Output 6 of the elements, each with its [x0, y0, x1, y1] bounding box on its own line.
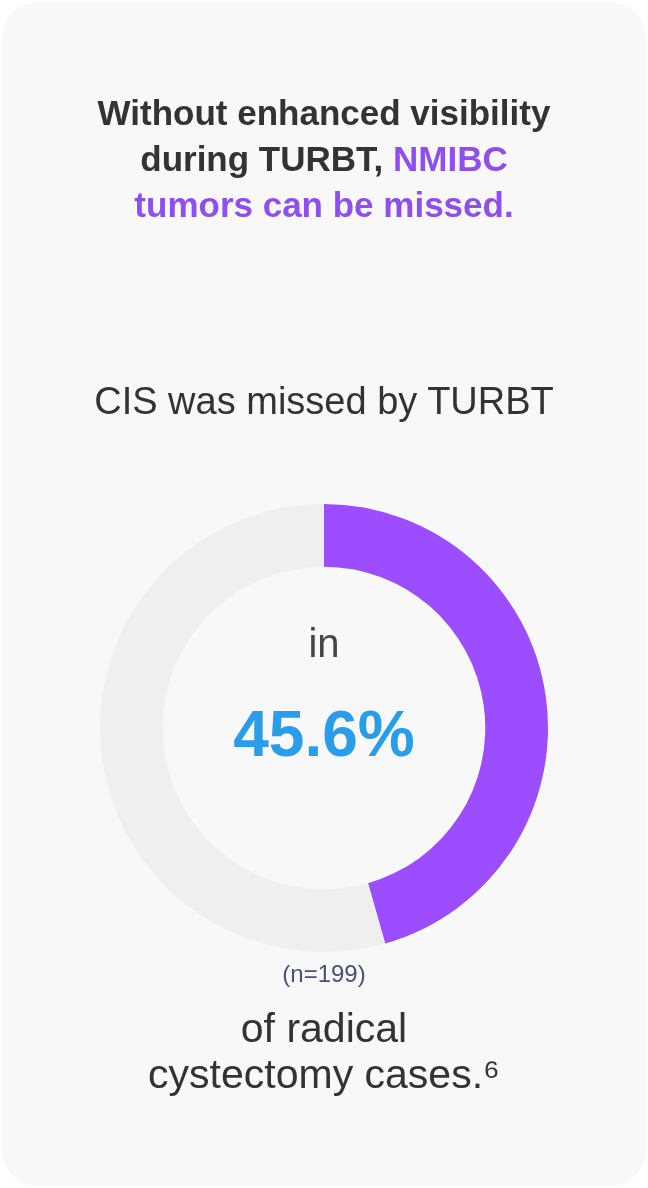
chart-title: Without enhanced visibility during TURBT, NMIBC tumors can be missed.	[97, 93, 551, 224]
text: 45.6%	[233, 697, 415, 770]
text: (n=199)	[281, 960, 367, 988]
text: of radical cystectomy cases.⁶	[147, 1005, 501, 1097]
text: in	[308, 621, 340, 666]
chart-subtitle: CIS was missed by TURBT	[93, 380, 555, 423]
